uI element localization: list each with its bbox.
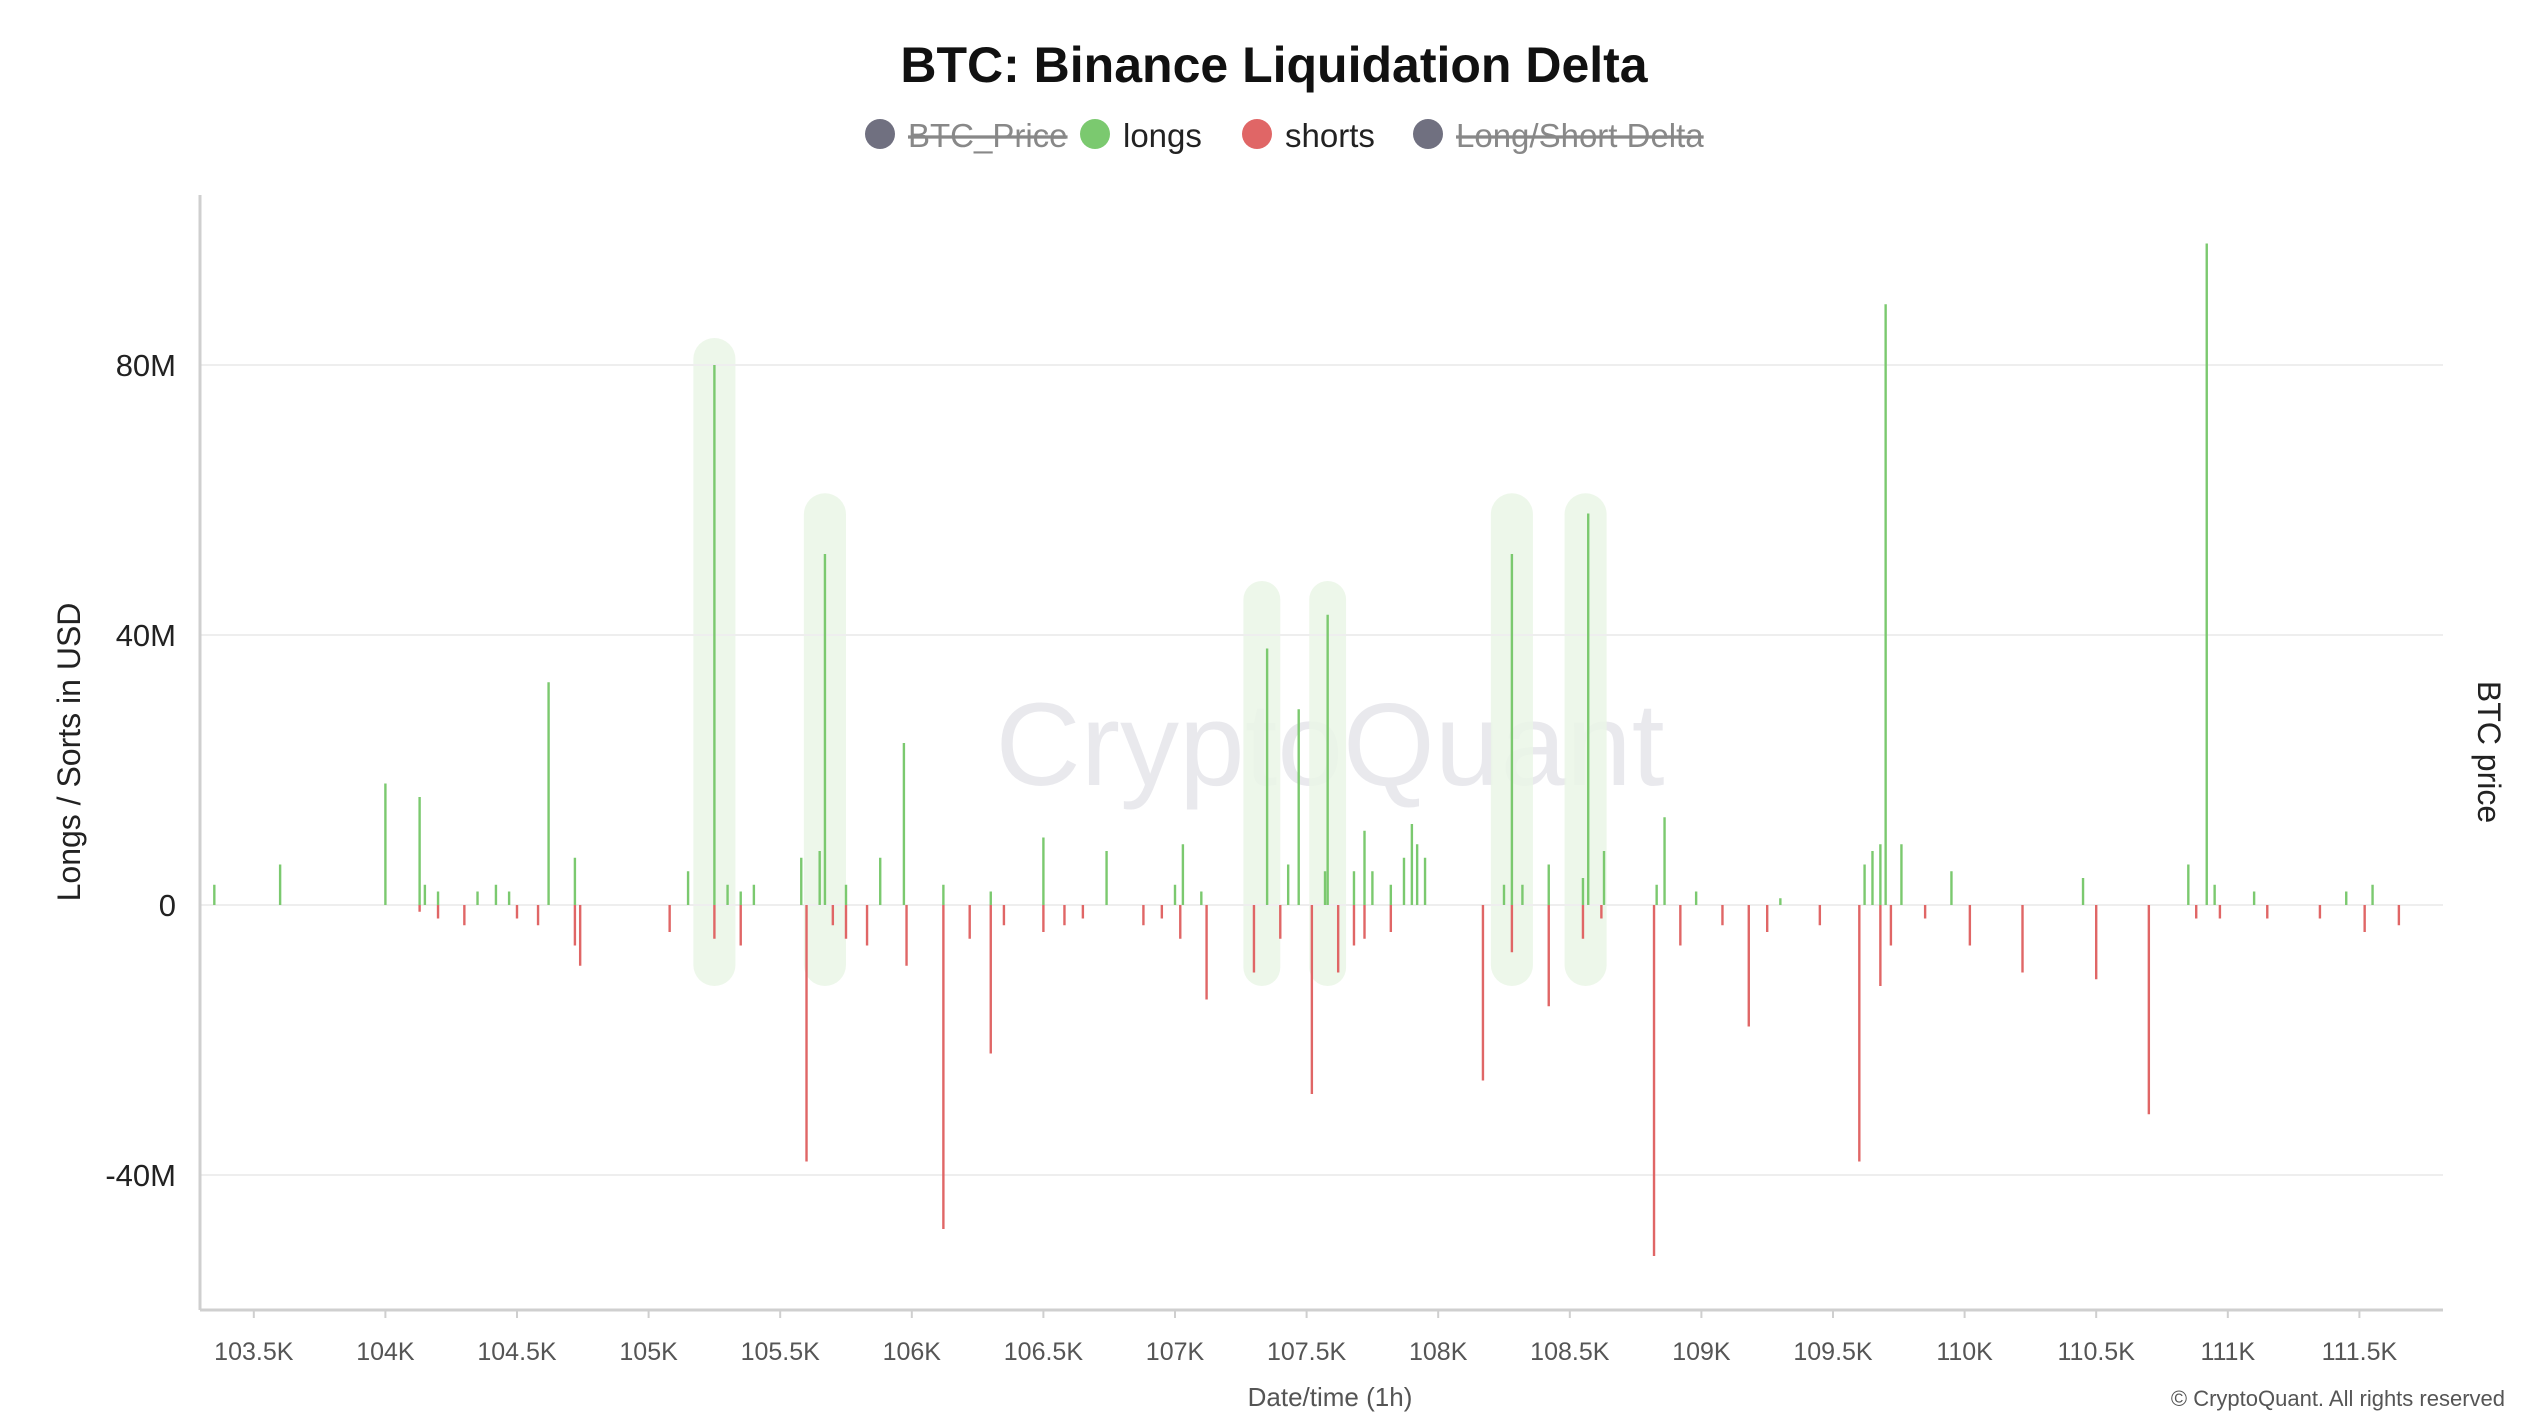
x-tick-label: 110.5K (2058, 1338, 2136, 1366)
legend-label: Long/Short Delta (1456, 117, 1704, 154)
y-tick-label: -40M (105, 1158, 176, 1193)
legend-item-shorts: shorts (1242, 117, 1375, 154)
legend-item-long-short-delta: Long/Short Delta (1413, 117, 1704, 154)
x-tick-label: 105K (619, 1338, 678, 1366)
legend-marker-icon (1242, 119, 1272, 149)
legend-label: longs (1123, 117, 1202, 154)
series-longs (213, 243, 2374, 905)
x-tick-label: 105.5K (741, 1338, 821, 1366)
legend-item-btc-price: BTC_Price (865, 117, 1068, 154)
y-tick-label: 80M (116, 348, 176, 383)
legend-item-longs: longs (1080, 117, 1202, 154)
legend-marker-icon (865, 119, 895, 149)
legend-marker-icon (1413, 119, 1443, 149)
y-axis-label: Longs / Sorts in USD (51, 603, 87, 902)
x-axis-ticks: 103.5K 104K 104.5K 105K 105.5K 106K 106.5K 107K… (214, 1310, 2397, 1366)
chart-title: BTC: Binance Liquidation Delta (900, 37, 1648, 93)
x-tick-label: 107K (1146, 1338, 1205, 1366)
x-tick-label: 106K (883, 1338, 942, 1366)
highlight-region (1243, 581, 1281, 986)
x-tick-label: 109.5K (1793, 1338, 1873, 1366)
legend-label: BTC_Price (908, 117, 1068, 154)
highlight-region (1564, 493, 1607, 986)
legend: BTC_Price longs shorts Long/Short Delta (865, 117, 1704, 154)
x-tick-label: 108.5K (1530, 1338, 1610, 1366)
x-tick-label: 104K (356, 1338, 415, 1366)
x-tick-label: 111K (2200, 1338, 2255, 1366)
highlight-regions (693, 338, 1607, 986)
x-tick-label: 107.5K (1267, 1338, 1347, 1366)
x-tick-label: 109K (1672, 1338, 1731, 1366)
x-tick-label: 110K (1936, 1338, 1993, 1366)
series-shorts (418, 905, 2401, 1256)
x-tick-label: 104.5K (477, 1338, 557, 1366)
x-tick-label: 108K (1409, 1338, 1468, 1366)
y-tick-label: 0 (159, 888, 176, 923)
y-tick-label: 40M (116, 618, 176, 653)
bars-layer (213, 243, 2401, 1256)
copyright-notice: © CryptoQuant. All rights reserved (2171, 1386, 2505, 1411)
x-tick-label: 111.5K (2322, 1338, 2398, 1366)
y2-axis-label: BTC price (2471, 681, 2507, 823)
x-axis-label: Date/time (1h) (1248, 1382, 1413, 1412)
y-axis-ticks: 80M 40M 0 -40M (105, 348, 176, 1193)
x-tick-label: 103.5K (214, 1338, 294, 1366)
x-tick-label: 106.5K (1004, 1338, 1084, 1366)
legend-label: shorts (1285, 117, 1375, 154)
legend-marker-icon (1080, 119, 1110, 149)
